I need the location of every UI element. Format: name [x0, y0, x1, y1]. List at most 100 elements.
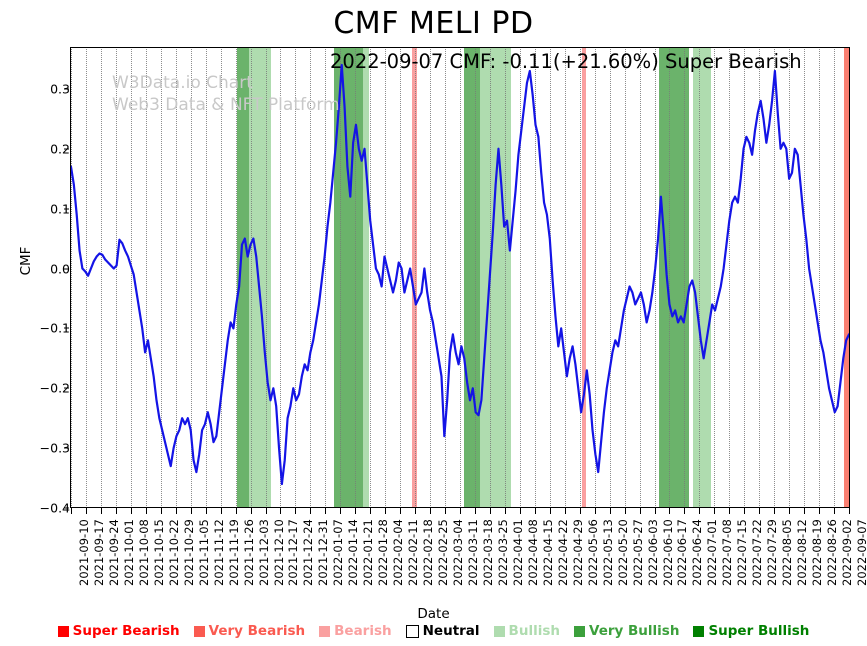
- gridline: [385, 47, 387, 508]
- x-tick-label: 2022-02-04: [391, 519, 406, 586]
- gridline: [205, 47, 207, 508]
- x-tick: [280, 508, 282, 514]
- gridline: [160, 47, 162, 508]
- x-tick-label: 2022-01-07: [331, 519, 346, 586]
- gridline: [415, 47, 417, 508]
- y-axis-title: CMF: [18, 246, 34, 276]
- x-tick-label: 2022-03-04: [451, 519, 466, 586]
- x-tick: [819, 508, 821, 514]
- x-tick: [714, 508, 716, 514]
- legend-item-bearish[interactable]: Bearish: [319, 623, 392, 639]
- x-tick: [175, 508, 177, 514]
- gridline: [834, 47, 836, 508]
- x-tick: [355, 508, 357, 514]
- gridline: [295, 47, 297, 508]
- x-tick-label: 2022-08-19: [810, 519, 825, 586]
- band-bearish: [412, 47, 418, 508]
- legend-label: Very Bearish: [208, 623, 306, 639]
- legend-item-very-bearish[interactable]: Very Bearish: [193, 623, 306, 639]
- x-tick: [235, 508, 237, 514]
- x-tick: [250, 508, 252, 514]
- gridline: [325, 47, 327, 508]
- y-tick: [64, 208, 69, 210]
- gridline: [115, 47, 117, 508]
- x-tick-label: 2021-12-17: [286, 519, 301, 586]
- x-tick-label: 2022-06-24: [690, 519, 705, 586]
- x-tick-label: 2022-02-25: [436, 519, 451, 586]
- x-tick: [430, 508, 432, 514]
- x-tick: [100, 508, 102, 514]
- legend-item-very-bullish[interactable]: Very Bullish: [573, 623, 680, 639]
- x-tick: [145, 508, 147, 514]
- gridline: [519, 47, 521, 508]
- x-tick: [400, 508, 402, 514]
- gridline: [250, 47, 252, 508]
- legend: Super Bearish Very Bearish Bearish Neutral B…: [0, 620, 867, 642]
- x-tick: [564, 508, 566, 514]
- gridline: [430, 47, 432, 508]
- band-very-bullish: [658, 47, 689, 508]
- gridline: [759, 47, 761, 508]
- y-tick: [64, 88, 69, 90]
- x-axis-title: Date: [417, 606, 450, 622]
- legend-item-neutral[interactable]: Neutral: [405, 623, 480, 639]
- x-tick: [549, 508, 551, 514]
- x-tick: [804, 508, 806, 514]
- x-tick-label: 2022-08-12: [795, 519, 810, 586]
- legend-swatch-icon: [493, 625, 505, 637]
- legend-item-super-bullish[interactable]: Super Bullish: [693, 623, 809, 639]
- gridline: [819, 47, 821, 508]
- x-tick: [160, 508, 162, 514]
- x-tick: [669, 508, 671, 514]
- gridline: [609, 47, 611, 508]
- x-tick: [519, 508, 521, 514]
- x-tick-label: 2022-03-11: [466, 519, 480, 586]
- gridline: [699, 47, 701, 508]
- band-very-bearish: [843, 47, 850, 508]
- x-tick-label: 2022-07-29: [765, 519, 780, 586]
- legend-item-bullish[interactable]: Bullish: [493, 623, 560, 639]
- x-tick-label: 2022-08-05: [780, 519, 795, 586]
- y-tick-label: 0.2: [50, 141, 70, 157]
- gridline: [175, 47, 177, 508]
- y-tick: [64, 327, 69, 329]
- legend-swatch-icon: [405, 624, 419, 638]
- y-tick-label: 0.3: [50, 81, 70, 97]
- gridline: [130, 47, 132, 508]
- x-tick-label: 2022-04-29: [570, 519, 585, 586]
- x-tick-label: 2022-05-27: [630, 519, 645, 586]
- x-tick: [609, 508, 611, 514]
- gridline: [145, 47, 147, 508]
- x-tick-label: 2022-07-15: [735, 519, 750, 586]
- gridline: [280, 47, 282, 508]
- x-tick: [579, 508, 581, 514]
- x-tick: [774, 508, 776, 514]
- cmf-line: [70, 63, 850, 486]
- x-tick-label: 2021-11-19: [226, 519, 241, 586]
- gridline: [684, 47, 686, 508]
- x-tick-label: 2021-11-05: [196, 519, 211, 586]
- y-tick: [64, 387, 69, 389]
- x-tick: [325, 508, 327, 514]
- x-tick: [445, 508, 447, 514]
- x-tick: [504, 508, 506, 514]
- gridline: [669, 47, 671, 508]
- x-tick-label: 2022-01-28: [376, 519, 391, 586]
- x-tick: [85, 508, 87, 514]
- x-tick-label: 2022-06-10: [660, 519, 675, 586]
- x-tick-label: 2022-04-22: [555, 519, 570, 586]
- legend-item-super-bearish[interactable]: Super Bearish: [57, 623, 180, 639]
- x-tick-label: 2022-01-21: [361, 519, 376, 586]
- x-tick-label: 2022-04-08: [525, 519, 540, 586]
- gridline: [474, 47, 476, 508]
- x-tick: [684, 508, 686, 514]
- x-tick-label: 2022-02-11: [406, 519, 421, 586]
- y-axis-ticks: [64, 47, 70, 509]
- x-tick-label: 2021-12-10: [271, 519, 286, 586]
- band-very-bullish: [236, 47, 250, 508]
- x-tick-label: 2021-11-26: [241, 519, 256, 586]
- y-tick: [64, 268, 69, 270]
- gridline: [789, 47, 791, 508]
- legend-label: Very Bullish: [588, 623, 680, 639]
- gridline: [340, 47, 342, 508]
